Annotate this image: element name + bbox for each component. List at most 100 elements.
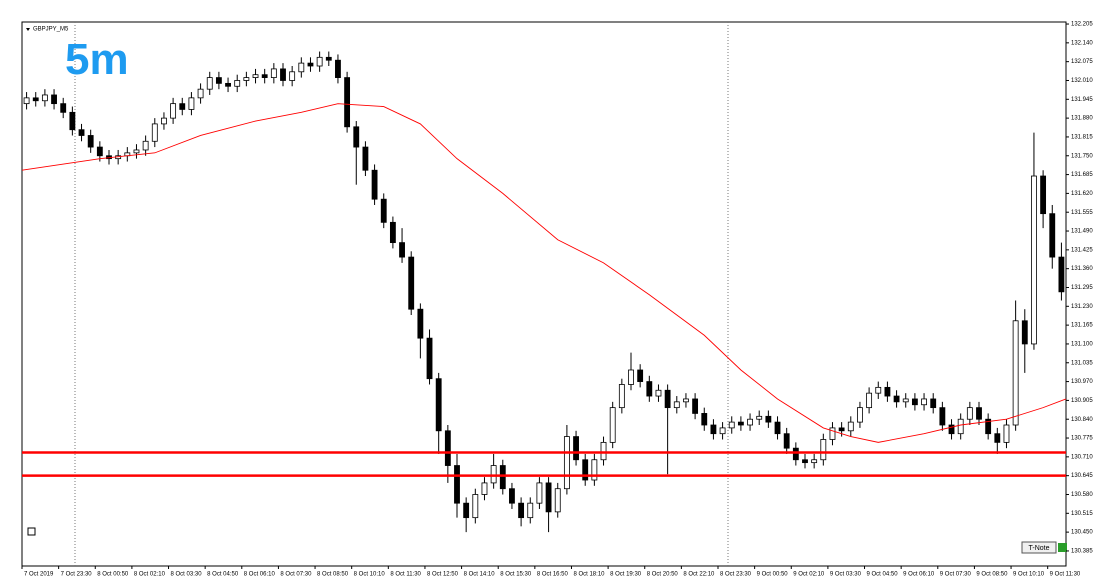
candle-body xyxy=(60,103,67,113)
x-tick-label: 8 Oct 12:50 xyxy=(427,572,459,578)
candle-body xyxy=(142,140,149,151)
candle-body xyxy=(976,407,982,420)
candle-body xyxy=(664,389,671,409)
t-note-button[interactable] xyxy=(1021,541,1057,554)
candle-body xyxy=(783,433,790,449)
candle-body xyxy=(426,337,433,380)
candle-body xyxy=(902,398,909,403)
moving-average xyxy=(21,103,1067,443)
candle-body xyxy=(536,482,543,504)
candle-body xyxy=(609,407,616,443)
plot-frame xyxy=(21,21,1067,567)
x-tick-label: 8 Oct 08:50 xyxy=(317,572,349,578)
candle-body xyxy=(362,146,369,171)
candle-body xyxy=(380,198,387,223)
candle-body xyxy=(582,459,589,481)
x-tick-label: 9 Oct 07:30 xyxy=(940,572,972,578)
candle-body xyxy=(994,433,1001,443)
x-tick-label: 8 Oct 07:30 xyxy=(280,572,312,578)
candle-body xyxy=(32,97,39,102)
y-tick-label: 130.645 xyxy=(1071,473,1093,479)
candle-body xyxy=(710,424,717,435)
y-tick-label: 131.425 xyxy=(1071,247,1093,253)
candle-body xyxy=(966,407,973,420)
candle-body xyxy=(399,242,405,258)
candle-body xyxy=(69,111,76,131)
candle-body xyxy=(692,398,699,414)
candle-body xyxy=(353,126,360,148)
candle-body xyxy=(307,62,314,67)
candle-body xyxy=(637,369,644,382)
candle-body xyxy=(701,413,708,426)
y-tick-label: 130.840 xyxy=(1071,417,1093,423)
candle-body xyxy=(820,439,827,461)
candle-body xyxy=(618,384,625,409)
x-tick-label: 9 Oct 10:10 xyxy=(1013,572,1045,578)
corner-square xyxy=(27,527,36,536)
t-note-label[interactable]: T-Note xyxy=(1028,545,1049,552)
candle-body xyxy=(1031,175,1037,345)
x-tick-label: 8 Oct 02:10 xyxy=(134,572,166,578)
candle-body xyxy=(509,488,515,504)
y-tick-label: 130.905 xyxy=(1071,398,1093,404)
candle-body xyxy=(591,459,598,481)
y-tick-label: 132.010 xyxy=(1071,78,1093,84)
candle-body xyxy=(490,465,497,484)
y-tick-label: 131.555 xyxy=(1071,210,1093,216)
candle-body xyxy=(499,465,506,490)
candle-body xyxy=(545,482,552,513)
candle-body xyxy=(554,488,561,513)
candle-body xyxy=(454,465,460,504)
candle-body xyxy=(939,407,946,426)
candle-body xyxy=(518,502,525,519)
candle-body xyxy=(747,418,753,426)
symbol-title: GBPJPY_M5 xyxy=(33,27,69,33)
candle-body xyxy=(573,436,579,461)
candle-body xyxy=(252,74,259,78)
candle-body xyxy=(1040,175,1047,215)
x-tick-label: 8 Oct 06:10 xyxy=(244,572,276,578)
candle-body xyxy=(737,421,744,426)
x-tick-label: 8 Oct 10:10 xyxy=(354,572,386,578)
y-tick-label: 132.140 xyxy=(1071,40,1093,46)
y-tick-label: 131.035 xyxy=(1071,360,1093,366)
candle-body xyxy=(930,398,937,409)
candle-body xyxy=(1003,424,1010,443)
candle-body xyxy=(765,415,772,423)
y-tick-label: 131.100 xyxy=(1071,342,1093,348)
y-tick-label: 130.385 xyxy=(1071,549,1093,555)
candle-body xyxy=(243,77,250,81)
y-tick-label: 131.880 xyxy=(1071,116,1093,122)
candle-body xyxy=(756,415,763,420)
candle-body xyxy=(316,56,323,67)
candle-body xyxy=(1021,320,1028,345)
x-tick-label: 8 Oct 04:50 xyxy=(207,572,239,578)
menu-arrow[interactable] xyxy=(26,28,30,31)
candle-body xyxy=(170,103,177,119)
candle-body xyxy=(774,421,781,435)
y-tick-label: 131.295 xyxy=(1071,285,1093,291)
candle-body xyxy=(215,77,222,84)
candle-body xyxy=(628,369,634,385)
status-icon[interactable] xyxy=(1058,543,1067,552)
candle-body xyxy=(600,441,607,461)
x-tick-label: 7 Oct 23:30 xyxy=(61,572,93,578)
candle-body xyxy=(298,62,305,73)
x-tick-label: 8 Oct 15:30 xyxy=(500,572,532,578)
x-tick-label: 8 Oct 00:50 xyxy=(97,572,129,578)
candle-body xyxy=(417,308,424,339)
timeframe-annotation: 5m xyxy=(65,35,129,84)
candle-body xyxy=(344,77,351,128)
candle-body xyxy=(802,459,808,464)
candle-body xyxy=(811,459,818,464)
candle-body xyxy=(389,221,396,244)
y-tick-label: 131.620 xyxy=(1071,191,1093,197)
x-tick-label: 8 Oct 16:50 xyxy=(537,572,569,578)
candle-body xyxy=(51,94,57,105)
x-tick-label: 8 Oct 20:50 xyxy=(647,572,679,578)
candle-body xyxy=(234,80,241,87)
y-tick-label: 130.775 xyxy=(1071,436,1093,442)
candle-body xyxy=(728,421,735,429)
x-tick-label: 9 Oct 11:30 xyxy=(1050,572,1081,578)
